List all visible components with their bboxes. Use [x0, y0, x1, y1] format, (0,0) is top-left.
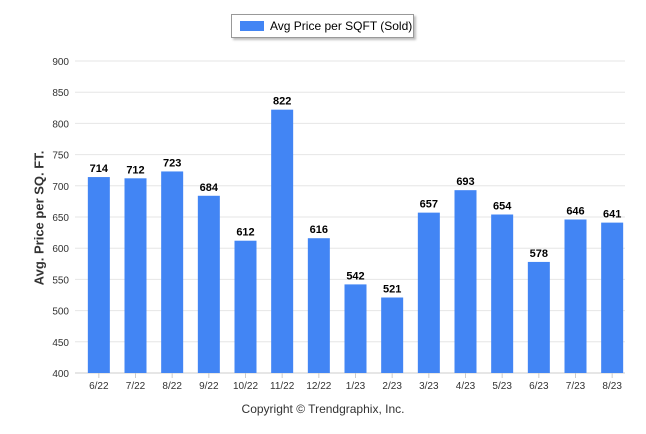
- bar-value-label: 723: [163, 157, 181, 169]
- bar-value-label: 542: [346, 270, 364, 282]
- y-tick-label: 450: [52, 338, 69, 349]
- copyright-text: Copyright © Trendgraphix, Inc.: [241, 402, 405, 416]
- x-tick-label: 6/22: [89, 381, 109, 392]
- bar: [271, 109, 294, 373]
- bar-value-label: 641: [603, 209, 621, 221]
- x-tick-label: 8/22: [162, 381, 182, 392]
- bar-value-label: 693: [456, 176, 474, 188]
- bar: [124, 178, 147, 373]
- x-tick-label: 1/23: [346, 381, 366, 392]
- x-tick-label: 12/22: [306, 381, 331, 392]
- bar-value-label: 646: [566, 205, 584, 217]
- y-tick-label: 750: [52, 151, 69, 162]
- bar: [417, 212, 440, 373]
- bar: [234, 240, 257, 373]
- bar: [161, 171, 184, 373]
- y-tick-label: 500: [52, 307, 69, 318]
- y-tick-labels: 400 450 500 550 600 650 700 750 800 850 900: [52, 57, 69, 380]
- x-tick-label: 8/23: [602, 381, 622, 392]
- y-tick-label: 550: [52, 275, 69, 286]
- x-tick-label: 7/22: [126, 381, 146, 392]
- x-tick-label: 10/22: [233, 381, 258, 392]
- x-tick-label: 6/23: [529, 381, 549, 392]
- bar: [197, 195, 220, 373]
- bar: [601, 222, 624, 373]
- bar-value-label: 521: [383, 283, 401, 295]
- bar-value-label: 714: [90, 163, 109, 175]
- x-tick-labels: 6/22 7/22 8/22 9/22 10/22 11/22 12/22 1/23 2/23 3…: [89, 373, 622, 392]
- y-tick-label: 700: [52, 182, 69, 193]
- bar: [527, 261, 550, 373]
- x-tick-label: 5/23: [492, 381, 512, 392]
- x-tick-label: 11/22: [270, 381, 295, 392]
- legend-swatch: [240, 21, 264, 31]
- bar-value-label: 612: [236, 227, 254, 239]
- bar: [491, 214, 514, 373]
- x-tick-label: 9/22: [199, 381, 219, 392]
- legend-label: Avg Price per SQFT (Sold): [270, 19, 413, 33]
- x-tick-label: 2/23: [382, 381, 402, 392]
- bar-value-label: 616: [310, 224, 328, 236]
- x-tick-label: 7/23: [566, 381, 586, 392]
- bar-value-label: 657: [420, 199, 438, 211]
- bar: [564, 219, 587, 373]
- y-tick-label: 400: [52, 369, 69, 380]
- bar: [381, 297, 404, 373]
- bar-value-label: 822: [273, 96, 291, 108]
- chart-legend: Avg Price per SQFT (Sold): [231, 14, 414, 38]
- y-tick-label: 800: [52, 119, 69, 130]
- bar: [344, 284, 367, 373]
- x-tick-label: 4/23: [456, 381, 476, 392]
- bar-value-label: 712: [126, 164, 144, 176]
- bars: 714 712 723 684 612 822 616 542 521 657 693 654 578 6…: [87, 96, 624, 373]
- bar: [87, 177, 110, 373]
- y-tick-label: 600: [52, 244, 69, 255]
- bar-value-label: 684: [200, 182, 219, 194]
- y-tick-label: 900: [52, 57, 69, 68]
- y-tick-label: 850: [52, 88, 69, 99]
- x-tick-label: 3/23: [419, 381, 439, 392]
- bar-value-label: 654: [493, 201, 512, 213]
- bar: [454, 190, 477, 373]
- y-tick-label: 650: [52, 213, 69, 224]
- bar-value-label: 578: [530, 248, 548, 260]
- bar: [307, 238, 330, 373]
